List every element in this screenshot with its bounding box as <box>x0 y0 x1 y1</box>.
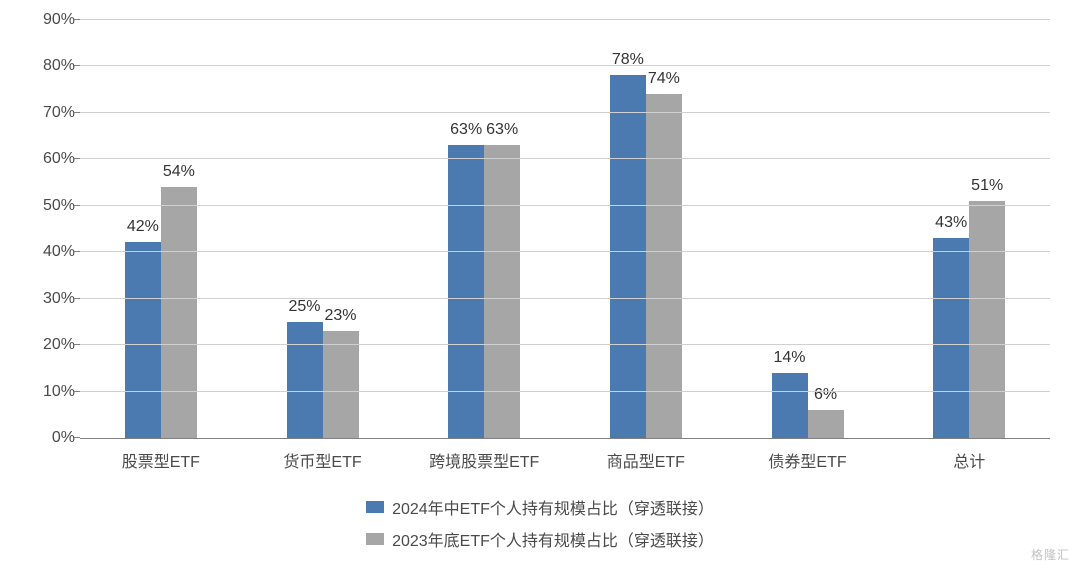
gridline <box>80 251 1050 252</box>
bar: 25% <box>287 322 323 438</box>
bar-value-label: 6% <box>814 386 837 404</box>
bar: 6% <box>808 410 844 438</box>
y-tick <box>74 391 80 392</box>
y-axis-label: 90% <box>25 11 75 29</box>
y-axis-label: 50% <box>25 197 75 215</box>
bar: 43% <box>933 238 969 438</box>
bar-value-label: 63% <box>450 121 482 139</box>
bar-pair: 14%6% <box>772 373 844 438</box>
x-axis-label: 跨境股票型ETF <box>403 448 565 472</box>
x-axis-label: 货币型ETF <box>242 448 404 472</box>
legend-swatch <box>366 533 384 545</box>
x-axis-label: 商品型ETF <box>565 448 727 472</box>
bar-value-label: 23% <box>324 307 356 325</box>
gridline <box>80 344 1050 345</box>
plot-area: 42%54%股票型ETF25%23%货币型ETF63%63%跨境股票型ETF78… <box>80 20 1050 439</box>
y-tick <box>74 112 80 113</box>
legend-item: 2023年底ETF个人持有规模占比（穿透联接） <box>366 527 714 551</box>
bar-value-label: 14% <box>774 349 806 367</box>
legend: 2024年中ETF个人持有规模占比（穿透联接） 2023年底ETF个人持有规模占比… <box>0 495 1080 551</box>
y-axis-label: 10% <box>25 383 75 401</box>
bar-value-label: 51% <box>971 177 1003 195</box>
bar: 51% <box>969 201 1005 438</box>
bar-pair: 43%51% <box>933 201 1005 438</box>
legend-label: 2023年底ETF个人持有规模占比（穿透联接） <box>392 527 714 551</box>
category-group: 63%63%跨境股票型ETF <box>403 20 565 438</box>
bar-value-label: 63% <box>486 121 518 139</box>
category-group: 42%54%股票型ETF <box>80 20 242 438</box>
bar: 63% <box>448 145 484 438</box>
legend-item: 2024年中ETF个人持有规模占比（穿透联接） <box>366 495 714 519</box>
bar-pair: 78%74% <box>610 75 682 438</box>
y-axis-label: 0% <box>25 429 75 447</box>
y-axis-label: 20% <box>25 336 75 354</box>
y-tick <box>74 158 80 159</box>
legend-label: 2024年中ETF个人持有规模占比（穿透联接） <box>392 495 714 519</box>
y-axis-label: 70% <box>25 104 75 122</box>
x-axis-label: 股票型ETF <box>80 448 242 472</box>
category-group: 25%23%货币型ETF <box>242 20 404 438</box>
bar-pair: 25%23% <box>287 322 359 438</box>
y-tick <box>74 205 80 206</box>
category-group: 43%51%总计 <box>888 20 1050 438</box>
legend-swatch <box>366 501 384 513</box>
bar: 78% <box>610 75 646 438</box>
bar: 42% <box>125 242 161 438</box>
bar-groups: 42%54%股票型ETF25%23%货币型ETF63%63%跨境股票型ETF78… <box>80 20 1050 438</box>
bar: 74% <box>646 94 682 439</box>
watermark-text: 格隆汇 <box>1031 546 1070 563</box>
bar-pair: 42%54% <box>125 187 197 438</box>
gridline <box>80 112 1050 113</box>
y-axis-label: 40% <box>25 243 75 261</box>
bar-value-label: 74% <box>648 70 680 88</box>
y-tick <box>74 344 80 345</box>
x-axis-label: 总计 <box>888 448 1050 472</box>
bar-pair: 63%63% <box>448 145 520 438</box>
y-tick <box>74 19 80 20</box>
y-tick <box>74 251 80 252</box>
gridline <box>80 298 1050 299</box>
gridline <box>80 158 1050 159</box>
gridline <box>80 391 1050 392</box>
gridline <box>80 19 1050 20</box>
gridline <box>80 205 1050 206</box>
bar: 14% <box>772 373 808 438</box>
etf-holding-bar-chart: 42%54%股票型ETF25%23%货币型ETF63%63%跨境股票型ETF78… <box>0 0 1080 569</box>
y-axis-label: 30% <box>25 290 75 308</box>
y-tick <box>74 437 80 438</box>
bar: 63% <box>484 145 520 438</box>
y-axis-label: 60% <box>25 150 75 168</box>
bar-value-label: 42% <box>127 218 159 236</box>
y-tick <box>74 298 80 299</box>
bar-value-label: 25% <box>288 298 320 316</box>
category-group: 14%6%债券型ETF <box>727 20 889 438</box>
bar: 54% <box>161 187 197 438</box>
gridline <box>80 65 1050 66</box>
bar: 23% <box>323 331 359 438</box>
x-axis-label: 债券型ETF <box>727 448 889 472</box>
bar-value-label: 43% <box>935 214 967 232</box>
y-axis-label: 80% <box>25 57 75 75</box>
y-tick <box>74 65 80 66</box>
bar-value-label: 54% <box>163 163 195 181</box>
category-group: 78%74%商品型ETF <box>565 20 727 438</box>
